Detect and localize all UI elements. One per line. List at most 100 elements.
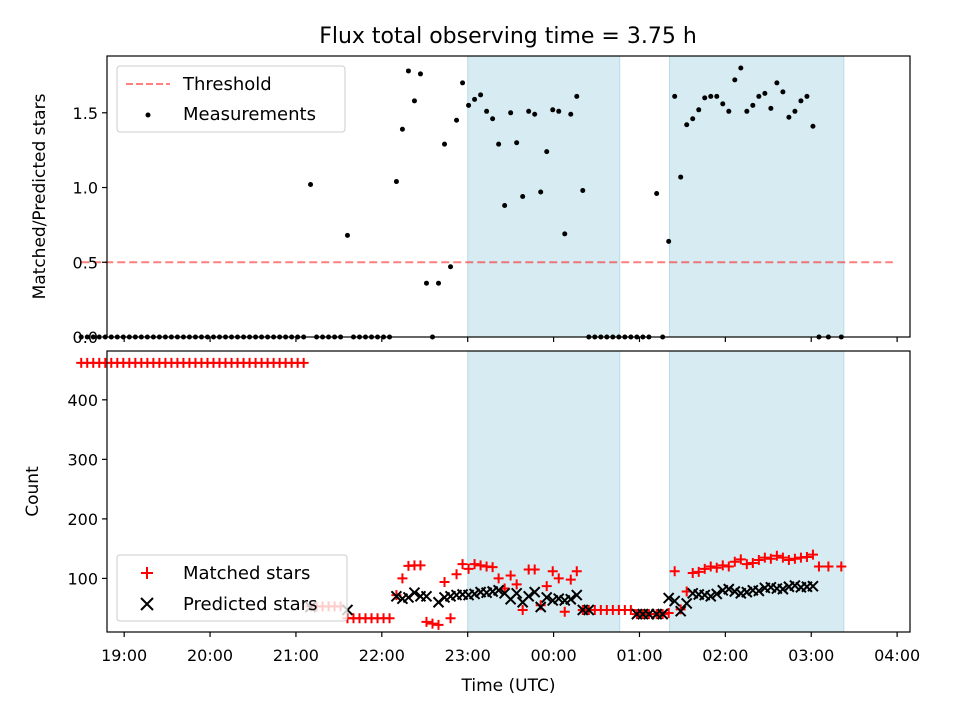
matched-star-point bbox=[699, 563, 710, 574]
matched-star-point bbox=[487, 562, 498, 573]
measurement-point bbox=[702, 95, 708, 101]
predicted-star-point bbox=[753, 585, 765, 597]
predicted-star-point bbox=[528, 586, 541, 598]
matched-star-point bbox=[783, 554, 794, 565]
matched-star-point bbox=[553, 573, 564, 584]
predicted-star-point bbox=[705, 590, 717, 602]
measurement-point bbox=[792, 108, 798, 114]
measurement-point bbox=[798, 98, 804, 104]
matched-star-point bbox=[433, 619, 444, 630]
matched-star-point bbox=[717, 560, 728, 571]
predicted-star-point bbox=[571, 589, 583, 601]
matched-star-point bbox=[625, 604, 636, 615]
legend-predicted-stars-label: Predicted stars bbox=[183, 594, 317, 615]
measurement-point bbox=[678, 174, 684, 180]
measurement-point bbox=[696, 107, 702, 113]
measurement-point bbox=[568, 111, 574, 117]
x-tick-label: 00:00 bbox=[531, 646, 577, 665]
predicted-star-point bbox=[420, 590, 433, 602]
measurement-point bbox=[690, 116, 696, 122]
measurement-point bbox=[423, 280, 429, 286]
measurement-point bbox=[538, 189, 544, 195]
measurement-point bbox=[684, 122, 690, 128]
measurement-point bbox=[786, 114, 792, 120]
measurement-point bbox=[732, 77, 738, 83]
measurement-point bbox=[405, 68, 411, 74]
measurement-point bbox=[393, 179, 399, 185]
matched-star-point bbox=[511, 579, 522, 590]
x-tick-label: 02:00 bbox=[702, 646, 748, 665]
x-tick-label: 01:00 bbox=[616, 646, 662, 665]
measurement-point bbox=[726, 108, 732, 114]
legend-plus-marker-icon bbox=[141, 567, 153, 579]
measurement-point bbox=[532, 111, 538, 117]
count-legend: Matched stars Predicted stars bbox=[116, 554, 348, 622]
count-axes-frame bbox=[106, 350, 911, 633]
measurement-point bbox=[780, 89, 786, 95]
measurement-point bbox=[436, 280, 442, 286]
measurement-point bbox=[308, 182, 314, 188]
predicted-star-point bbox=[522, 590, 535, 602]
measurement-point bbox=[562, 231, 568, 237]
x-tick-label: 23:00 bbox=[445, 646, 491, 665]
matched-star-point bbox=[823, 561, 834, 572]
measurement-point bbox=[756, 93, 762, 99]
measurement-point bbox=[744, 108, 750, 114]
predicted-star-point bbox=[390, 590, 403, 602]
measurement-point bbox=[344, 232, 350, 238]
matched-star-point bbox=[439, 576, 450, 587]
y-tick-label: 0.0 bbox=[73, 328, 98, 347]
predicted-star-point bbox=[510, 587, 523, 600]
predicted-star-point bbox=[541, 591, 553, 604]
matched-star-point bbox=[669, 566, 680, 577]
matched-star-point bbox=[415, 560, 426, 571]
matched-star-point bbox=[421, 616, 432, 627]
measurement-point bbox=[508, 110, 514, 116]
matched-star-point bbox=[711, 562, 722, 573]
shaded-span-2 bbox=[669, 55, 845, 338]
measurement-point bbox=[762, 90, 768, 96]
matched-star-point bbox=[789, 553, 800, 564]
matched-star-point bbox=[535, 600, 546, 611]
measurement-point bbox=[774, 80, 780, 86]
measurement-point bbox=[666, 238, 672, 244]
shaded-span-1 bbox=[467, 55, 621, 338]
matched-star-point bbox=[571, 566, 582, 577]
y-tick-label: 200 bbox=[67, 510, 98, 529]
measurement-point bbox=[490, 116, 496, 122]
matched-star-point bbox=[427, 618, 438, 629]
matched-star-point bbox=[475, 560, 486, 571]
matched-star-point bbox=[729, 556, 740, 567]
x-tick-label: 20:00 bbox=[187, 646, 233, 665]
matched-star-point bbox=[469, 559, 480, 570]
measurement-point bbox=[810, 123, 816, 129]
matched-star-point bbox=[384, 613, 395, 624]
predicted-star-point bbox=[565, 593, 577, 605]
matched-star-point bbox=[445, 613, 456, 624]
predicted-star-point bbox=[492, 584, 505, 597]
measurement-point bbox=[502, 202, 508, 208]
y-tick-label: 0.5 bbox=[73, 253, 98, 272]
matched-star-point bbox=[457, 559, 468, 570]
measurement-point bbox=[460, 80, 466, 86]
predicted-star-point bbox=[656, 608, 669, 620]
measurement-point bbox=[714, 93, 720, 99]
matched-stars-series bbox=[76, 357, 847, 630]
y-tick-label: 400 bbox=[67, 391, 98, 410]
predicted-star-point bbox=[583, 604, 595, 616]
matched-star-point bbox=[397, 573, 408, 584]
x-tick-label: 04:00 bbox=[874, 646, 920, 665]
measurement-point bbox=[550, 107, 556, 113]
y-tick-label: 1.5 bbox=[73, 104, 98, 123]
measurement-point bbox=[514, 140, 520, 146]
matched-star-point bbox=[747, 557, 758, 568]
matched-star-point bbox=[559, 606, 570, 617]
measurement-point bbox=[654, 191, 660, 197]
legend-x-marker-icon bbox=[140, 597, 154, 611]
measurement-point bbox=[556, 108, 562, 114]
ratio-y-axis-label: Matched/Predicted stars bbox=[30, 93, 50, 299]
measurement-point bbox=[720, 101, 726, 107]
measurement-point bbox=[580, 188, 586, 194]
measurement-point bbox=[472, 96, 478, 102]
